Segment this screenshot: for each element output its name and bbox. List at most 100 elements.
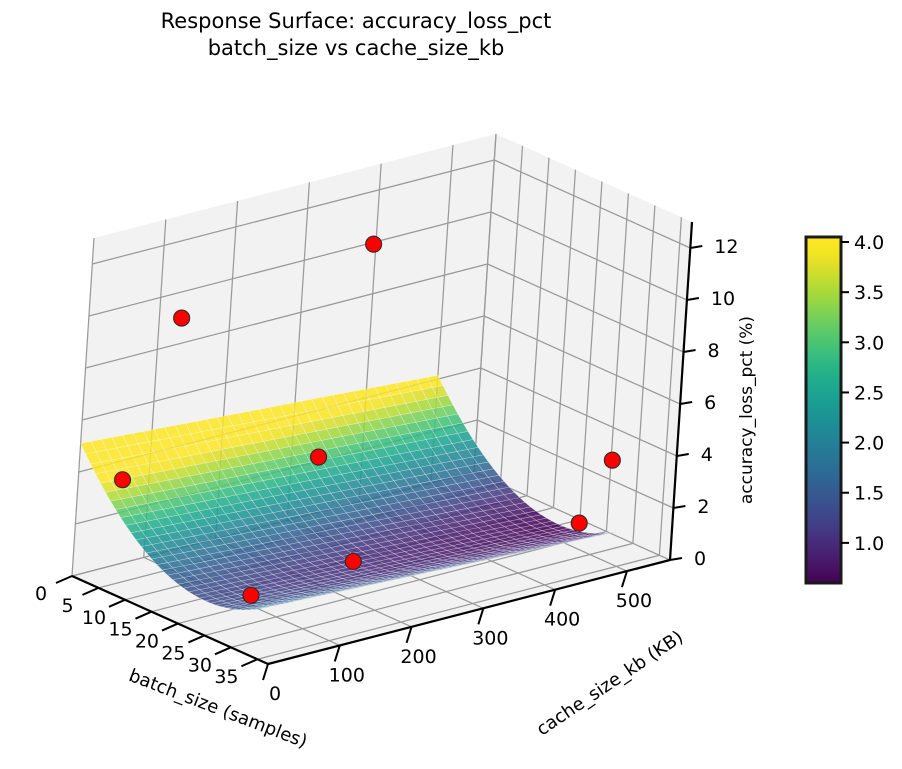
tick-label-y: 200 xyxy=(400,646,436,668)
surface-facet xyxy=(445,483,463,493)
axis-spine-y xyxy=(267,558,671,666)
surface-facet xyxy=(398,499,416,509)
surface-facet xyxy=(140,544,158,554)
surface-facet xyxy=(477,476,495,486)
surface-facet xyxy=(414,546,432,553)
surface-facet xyxy=(321,417,338,430)
tick-label-z: 12 xyxy=(714,236,738,258)
surface-facet xyxy=(293,534,310,543)
surface-facet xyxy=(558,537,576,541)
tick-label-x: 5 xyxy=(61,595,73,617)
surface-facet xyxy=(391,575,408,579)
surface-facet xyxy=(435,453,453,464)
surface-facet xyxy=(477,515,495,522)
surface-facet xyxy=(324,551,342,559)
surface-facet xyxy=(277,544,295,552)
gridline-back-v xyxy=(499,145,524,484)
response-surface xyxy=(80,374,619,611)
surface-facet xyxy=(354,584,371,588)
tick-x xyxy=(108,598,126,608)
tick-x xyxy=(135,610,152,620)
surface-facet xyxy=(373,569,390,574)
surface-facet xyxy=(161,539,179,550)
surface-facet xyxy=(295,588,312,593)
surface-facet xyxy=(251,480,269,492)
surface-facet xyxy=(100,459,117,473)
surface-facet xyxy=(282,569,301,576)
surface-facet xyxy=(482,483,500,492)
scatter-marker-above-surface xyxy=(173,309,191,327)
surface-facet xyxy=(461,487,479,496)
tick-x xyxy=(82,586,99,596)
surface-facet xyxy=(268,427,286,440)
surface-facet xyxy=(227,413,244,426)
surface-facet xyxy=(508,508,526,516)
surface-facet xyxy=(433,567,451,572)
colorbar: 1.0 1.5 2.0 2.5 3.0 3.5 4.0 accuracy_loss_pct (… xyxy=(737,232,884,585)
surface-facet xyxy=(258,593,275,599)
surface-facet xyxy=(457,551,475,557)
surface-facet xyxy=(551,525,570,531)
surface-facet xyxy=(90,461,107,475)
surface-facet xyxy=(435,499,452,508)
surface-facet xyxy=(416,376,433,390)
gridline-back-v xyxy=(552,169,577,508)
surface-facet xyxy=(314,578,333,584)
surface-facet xyxy=(395,380,412,394)
surface-facet xyxy=(388,453,406,465)
surface-facet xyxy=(224,554,242,563)
surface-facet xyxy=(101,437,118,451)
surface-facet xyxy=(318,592,335,597)
surface-facet xyxy=(372,447,390,459)
surface-facet xyxy=(414,516,432,525)
tick-y xyxy=(262,663,269,681)
surface-facet xyxy=(335,526,353,535)
surface-facet xyxy=(143,429,160,443)
tick-label-y: 300 xyxy=(472,627,508,649)
surface-facet xyxy=(466,463,484,474)
surface-facet xyxy=(342,390,360,404)
gridline-back-h xyxy=(490,211,688,301)
tick-y xyxy=(477,607,485,625)
surface-facet xyxy=(303,532,321,541)
surface-facet xyxy=(227,605,244,610)
tick-y xyxy=(620,570,628,588)
surface-facet xyxy=(340,569,359,575)
surface-facet xyxy=(198,595,217,602)
gridline-back-h xyxy=(487,263,684,353)
surface-facet xyxy=(272,580,291,586)
axis-label-y: cache_size_kb (KB) xyxy=(533,627,687,741)
page-title: Response Surface: accuracy_loss_pct batc… xyxy=(160,9,552,60)
surface-facet xyxy=(360,583,377,588)
surface-facet xyxy=(409,466,426,477)
surface-facet xyxy=(398,536,416,544)
surface-facet xyxy=(346,479,363,490)
surface-facet xyxy=(546,530,565,535)
scatter-markers xyxy=(113,235,621,604)
surface-facet xyxy=(445,540,464,546)
surface-facet xyxy=(366,519,384,528)
surface-facet xyxy=(384,405,401,418)
surface-facet xyxy=(146,535,163,545)
surface-facet xyxy=(358,579,376,583)
surface-facet xyxy=(466,536,485,542)
surface-facet xyxy=(209,575,227,582)
surface-facet xyxy=(146,500,164,512)
tick-z xyxy=(690,245,703,249)
colorbar-tick-label: 1.5 xyxy=(854,483,884,505)
tick-label-z: 4 xyxy=(701,444,713,466)
surface-facet xyxy=(382,495,400,505)
surface-facet xyxy=(120,496,138,508)
surface-facet xyxy=(214,513,232,524)
surface-facet xyxy=(177,558,195,567)
surface-facet xyxy=(545,523,564,529)
surface-facet xyxy=(225,511,242,522)
surface-facet xyxy=(235,525,253,535)
surface-facet xyxy=(500,547,517,552)
surface-facet xyxy=(298,480,316,491)
surface-facet xyxy=(257,450,275,462)
surface-facet xyxy=(451,549,470,555)
surface-facet xyxy=(393,532,411,540)
surface-facet xyxy=(456,495,473,504)
